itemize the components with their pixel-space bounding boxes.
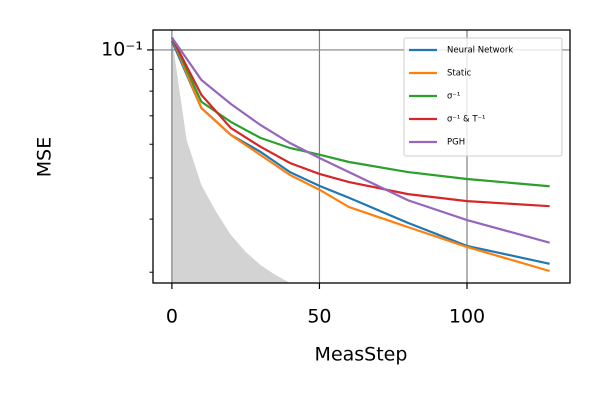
series-line bbox=[170, 37, 550, 273]
x-tick-label: 50 bbox=[307, 306, 331, 328]
x-tick-label: 0 bbox=[166, 306, 178, 328]
legend-label: Neural Network bbox=[447, 46, 513, 56]
plot-frame bbox=[152, 29, 571, 284]
legend-label: σ⁻¹ bbox=[447, 92, 460, 102]
legend-label: Static bbox=[447, 69, 472, 79]
shade-area bbox=[171, 37, 290, 283]
y-tick-label: 10⁻¹ bbox=[101, 38, 143, 60]
legend-label: PGH bbox=[447, 138, 465, 148]
x-tick-label: 100 bbox=[449, 306, 485, 328]
series-line bbox=[170, 36, 550, 208]
x-axis-label: MeasStep bbox=[315, 344, 408, 366]
plot bbox=[153, 30, 570, 283]
y-axis-label: MSE bbox=[34, 137, 56, 177]
legend-label: σ⁻¹ & T⁻¹ bbox=[447, 115, 485, 125]
legend-box bbox=[403, 37, 563, 157]
series-line bbox=[170, 36, 550, 244]
